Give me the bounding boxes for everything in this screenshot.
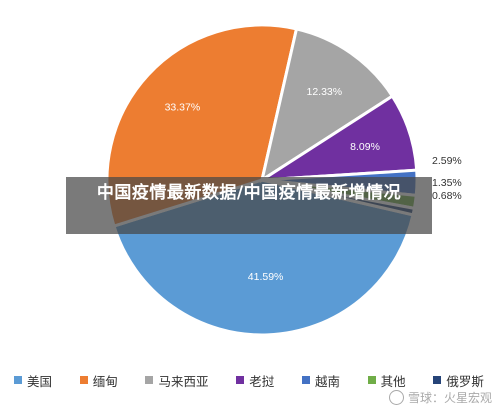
- legend-swatch-myanmar: [79, 376, 88, 384]
- legend-item-laos: 老挝: [236, 371, 274, 390]
- legend-item-other: 其他: [367, 371, 406, 390]
- data-label-myanmar: 33.37%: [165, 101, 201, 113]
- legend-item-usa: 美国: [14, 371, 52, 390]
- overlay-title: 中国疫情最新数据/中国疫情最新增情况: [96, 183, 402, 203]
- data-label-other: 1.35%: [432, 177, 462, 189]
- legend-swatch-laos: [236, 376, 245, 384]
- legend-item-vietnam: 越南: [301, 371, 340, 390]
- data-label-malaysia: 12.33%: [306, 86, 342, 98]
- legend-label-other: 其他: [380, 373, 406, 389]
- data-label-usa: 41.59%: [248, 271, 284, 283]
- legend-label-malaysia: 马来西亚: [158, 373, 209, 389]
- watermark-text: 雪球：火星宏观: [407, 391, 492, 405]
- snowball-logo-icon: [388, 390, 404, 405]
- legend-swatch-russia: [433, 376, 442, 384]
- data-label-russia: 0.68%: [432, 190, 462, 202]
- legend-label-russia: 俄罗斯: [446, 373, 484, 389]
- data-label-laos: 8.09%: [350, 141, 380, 153]
- legend-item-malaysia: 马来西亚: [145, 371, 208, 390]
- legend-swatch-malaysia: [145, 376, 154, 384]
- data-label-vietnam: 2.59%: [432, 155, 462, 167]
- watermark: 雪球：火星宏观: [388, 389, 492, 406]
- legend-label-vietnam: 越南: [314, 373, 340, 389]
- legend-label-laos: 老挝: [249, 373, 275, 389]
- legend-swatch-vietnam: [301, 376, 310, 384]
- title-banner: [66, 177, 432, 234]
- legend-item-myanmar: 缅甸: [79, 371, 118, 390]
- pie-slice-malaysia: [259, 27, 395, 184]
- legend-label-usa: 美国: [27, 373, 53, 389]
- legend-swatch-other: [367, 376, 376, 384]
- chart-legend: 美国 缅甸 马来西亚 老挝 越南 其他 俄罗斯: [14, 370, 484, 390]
- legend-item-russia: 俄罗斯: [433, 371, 484, 390]
- legend-swatch-usa: [14, 376, 22, 384]
- legend-label-myanmar: 缅甸: [92, 373, 118, 389]
